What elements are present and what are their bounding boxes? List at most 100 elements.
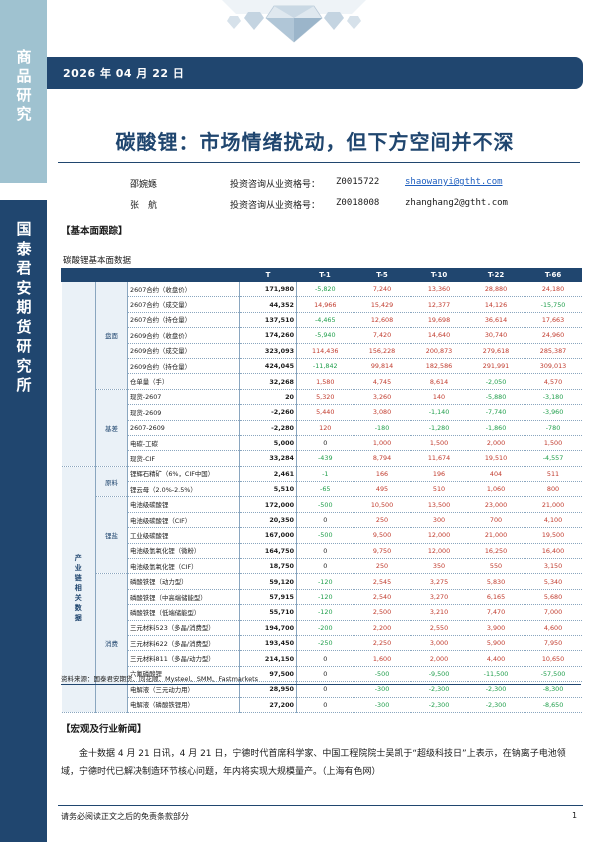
value-t: 172,000 [239, 496, 298, 513]
value-change: 1,000 [353, 435, 411, 452]
value-change: -1,280 [410, 420, 468, 436]
value-change: 9,750 [353, 543, 411, 560]
value-change: 7,420 [353, 327, 411, 344]
value-change: -250 [296, 635, 354, 652]
table-row: 电池级碳酸锂（CIF） 20,350 0 250 300 700 4,100 [62, 512, 582, 529]
value-change: 5,830 [467, 573, 525, 590]
table-row: 磷酸铁锂（中高端储能型） 57,915 -120 2,540 3,270 6,165 5,6… [62, 589, 582, 606]
author-name: 邵婉嫕 [130, 180, 158, 190]
value-change: 0 [296, 681, 354, 698]
value-change: 12,000 [410, 543, 468, 560]
table-row: 2609合约（持仓量） 424,045 -11,842 99,814 182,586 29… [62, 358, 582, 375]
value-change: -2,300 [410, 681, 468, 698]
value-t: 2,461 [239, 466, 298, 483]
value-change: 19,698 [410, 312, 468, 329]
value-change: 2,550 [410, 620, 468, 636]
value-t: 27,200 [239, 697, 298, 713]
row-label: 三元材料622（多晶/消费型） [127, 635, 241, 652]
value-change: 14,966 [296, 296, 354, 313]
value-t: 32,268 [239, 373, 298, 390]
value-change: -500 [296, 527, 354, 544]
value-change: -3,960 [524, 404, 582, 421]
row-label: 现货-2609 [127, 404, 241, 421]
value-change: 285,387 [524, 343, 582, 359]
value-t: 33,284 [239, 450, 298, 467]
value-change: 12,000 [410, 527, 468, 544]
value-change: 7,950 [524, 635, 582, 652]
table-row: 2607合约（持仓量） 137,510 -4,465 12,608 19,698 36,6… [62, 312, 582, 329]
value-change: 140 [410, 389, 468, 406]
author-email-link[interactable]: shaowanyi@gtht.com [405, 177, 503, 187]
row-label: 电池级碳酸锂（CIF） [127, 512, 241, 529]
value-change: -300 [353, 681, 411, 698]
value-t: 55,710 [239, 604, 298, 621]
value-change: 16,400 [524, 543, 582, 560]
value-t: 5,510 [239, 481, 298, 498]
row-label: 现货-CIF [127, 450, 241, 467]
value-change: -4,465 [296, 312, 354, 329]
value-change: -3,180 [524, 389, 582, 406]
value-change: 800 [524, 481, 582, 498]
value-change: -180 [353, 420, 411, 436]
value-change: -2,300 [467, 697, 525, 713]
value-change: 309,013 [524, 358, 582, 375]
outer-group-label: 产业链相关数据 [61, 466, 96, 713]
value-t: 164,750 [239, 543, 298, 560]
value-change: 4,100 [524, 512, 582, 529]
value-change: 250 [353, 512, 411, 529]
table-row: 现货-2609 -2,260 5,440 3,080 -1,140 -7,740 -3,96… [62, 404, 582, 421]
value-t: 97,500 [239, 666, 298, 683]
section-heading-fundamentals: 【基本面跟踪】 [61, 226, 128, 237]
row-label: 电解液（磷酸铁锂用） [127, 697, 241, 713]
value-change: 550 [467, 558, 525, 575]
value-change: 13,360 [410, 281, 468, 298]
table-row: 三元材料523（多晶/消费型） 194,700 -200 2,200 2,550 3,90… [62, 620, 582, 636]
value-change: 3,000 [410, 635, 468, 652]
table-row: 电解液（磷酸铁锂用） 27,200 0 -300 -2,300 -2,300 -8,650 [62, 697, 582, 713]
value-change: -7,740 [467, 404, 525, 421]
row-group-label: 原料 [95, 466, 128, 498]
value-change: 5,440 [296, 404, 354, 421]
value-change: 5,320 [296, 389, 354, 406]
value-t: 137,510 [239, 312, 298, 329]
value-change: -1 [296, 466, 354, 483]
value-change: 4,600 [524, 620, 582, 636]
row-label: 工业级碳酸锂 [127, 527, 241, 544]
table-row: 磷酸铁锂（低端储能型） 55,710 -120 2,500 3,210 7,470 7,00… [62, 604, 582, 621]
row-label: 磷酸铁锂（中高端储能型） [127, 589, 241, 606]
value-change: 10,650 [524, 650, 582, 667]
row-label: 2607合约（收盘价） [127, 281, 241, 298]
value-change: 2,250 [353, 635, 411, 652]
table-row: 产业链相关数据 原料 锂辉石精矿（6%，CIF中国） 2,461 -1 166 196 404… [61, 466, 582, 713]
table-row: 消费 磷酸铁锂（动力型） 59,120 -120 2,545 3,275 5,830 5,34… [62, 573, 582, 713]
value-change: 3,900 [467, 620, 525, 636]
row-label: 电碳-工碳 [127, 435, 241, 452]
value-change: 5,900 [467, 635, 525, 652]
value-change: 11,674 [410, 450, 468, 467]
page-number: 1 [572, 811, 578, 820]
value-change: 3,260 [353, 389, 411, 406]
table-row: 电池级氢氧化锂（微粉） 164,750 0 9,750 12,000 16,250 16,4… [62, 543, 582, 560]
value-change: -65 [296, 481, 354, 498]
row-label: 2607-2609 [127, 420, 241, 436]
value-change: 28,880 [467, 281, 525, 298]
value-change: 4,400 [467, 650, 525, 667]
value-change: 5,680 [524, 589, 582, 606]
author-qual-number: Z0015722 [336, 177, 380, 187]
value-change: 2,500 [353, 604, 411, 621]
value-change: 13,500 [410, 496, 468, 513]
row-group-label: 盘面 [95, 281, 128, 390]
value-t: 20 [239, 389, 298, 406]
footer-divider [58, 805, 583, 806]
row-label: 2609合约（收盘价） [127, 327, 241, 344]
value-change: 2,540 [353, 589, 411, 606]
sidebar-category-label: 商品研究 [16, 48, 32, 123]
value-change: 300 [410, 512, 468, 529]
value-change: 350 [410, 558, 468, 575]
value-change: 3,270 [410, 589, 468, 606]
value-change: 23,000 [467, 496, 525, 513]
value-change: 7,000 [524, 604, 582, 621]
col-header: T-10 [410, 268, 469, 282]
table-row: 盘面 2607合约（收盘价） 171,980 -5,820 7,240 13,360 28,… [61, 281, 582, 467]
table-row: 现货-CIF 33,284 -439 8,794 11,674 19,510 -4,557 [62, 450, 582, 467]
